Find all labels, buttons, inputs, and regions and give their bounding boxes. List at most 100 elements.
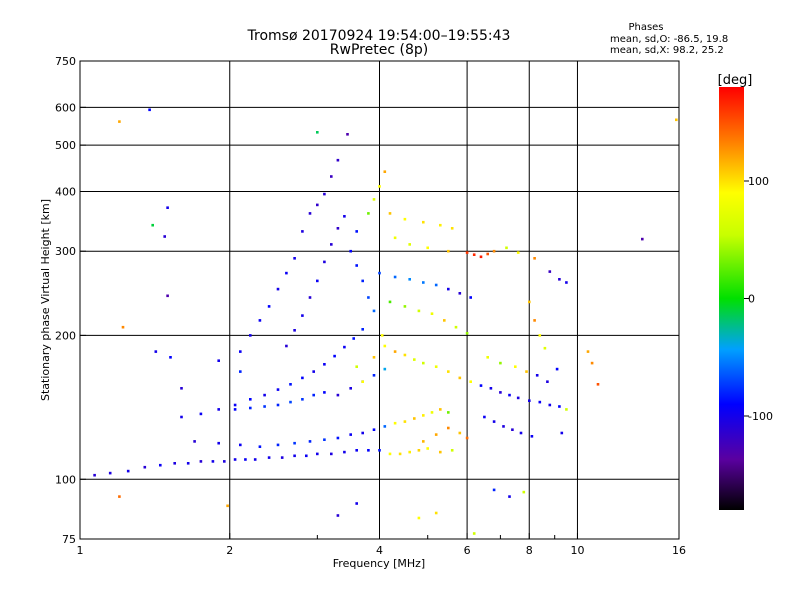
data-point bbox=[398, 452, 402, 456]
data-point bbox=[333, 354, 336, 358]
data-point bbox=[558, 278, 561, 281]
data-point bbox=[472, 532, 476, 535]
data-point bbox=[372, 428, 376, 431]
data-point bbox=[479, 255, 483, 259]
data-point bbox=[675, 118, 678, 122]
data-point bbox=[447, 249, 450, 253]
y-tick-label: 200 bbox=[55, 329, 76, 342]
data-point bbox=[217, 441, 220, 445]
data-point bbox=[378, 271, 381, 275]
data-point bbox=[361, 279, 364, 283]
chart-subtitle: RwPretec (8p) bbox=[330, 42, 428, 58]
data-point bbox=[430, 312, 434, 315]
data-point bbox=[422, 440, 425, 443]
data-point bbox=[383, 425, 387, 428]
data-point bbox=[472, 253, 476, 256]
chart-title: Tromsø 20170924 19:54:00–19:55:43 bbox=[247, 28, 511, 44]
data-point bbox=[233, 403, 237, 407]
data-point bbox=[417, 516, 421, 520]
y-tick-label: 100 bbox=[55, 473, 76, 486]
data-point bbox=[217, 408, 220, 411]
data-point bbox=[367, 212, 370, 215]
data-point bbox=[148, 108, 151, 112]
data-point bbox=[316, 279, 319, 283]
data-point bbox=[486, 252, 489, 256]
data-point bbox=[465, 332, 469, 335]
data-point bbox=[211, 460, 215, 463]
data-point bbox=[301, 398, 304, 401]
data-point bbox=[169, 356, 172, 359]
data-point bbox=[316, 131, 319, 134]
data-point bbox=[301, 230, 304, 233]
data-point bbox=[355, 264, 358, 267]
data-point bbox=[417, 449, 421, 452]
data-point bbox=[408, 450, 411, 454]
data-point bbox=[289, 400, 292, 404]
data-point bbox=[511, 428, 514, 431]
data-point bbox=[323, 438, 326, 441]
data-point bbox=[159, 463, 162, 467]
data-point bbox=[641, 237, 644, 241]
data-point bbox=[323, 391, 326, 394]
data-point bbox=[469, 380, 472, 383]
data-point bbox=[434, 283, 438, 287]
data-point bbox=[492, 488, 496, 492]
data-point bbox=[249, 334, 252, 337]
data-point bbox=[308, 212, 312, 215]
data-point bbox=[422, 220, 425, 224]
data-point bbox=[403, 305, 407, 308]
phase-stats-x: mean, sd,X: 98.2, 25.2 bbox=[610, 45, 724, 56]
data-point bbox=[372, 374, 376, 377]
data-point bbox=[249, 398, 252, 401]
data-point bbox=[280, 456, 284, 459]
data-point bbox=[323, 192, 326, 196]
data-point bbox=[422, 414, 425, 417]
data-point bbox=[349, 249, 352, 253]
data-point bbox=[434, 511, 438, 515]
data-point bbox=[330, 175, 333, 178]
data-point bbox=[516, 396, 520, 400]
data-point bbox=[316, 203, 319, 207]
data-point bbox=[118, 120, 121, 123]
data-point bbox=[533, 319, 536, 322]
data-point bbox=[239, 443, 242, 447]
data-point bbox=[323, 260, 326, 264]
data-point bbox=[519, 431, 523, 435]
data-point bbox=[383, 170, 387, 173]
data-point bbox=[143, 465, 147, 469]
data-point bbox=[316, 452, 319, 456]
data-point bbox=[193, 440, 196, 443]
data-point bbox=[258, 445, 262, 448]
data-point bbox=[505, 246, 508, 250]
data-point bbox=[343, 215, 346, 218]
plot-area: 1 2 4 6 8 10 16 75 100 200 300 400 500 600 750 bbox=[55, 55, 686, 557]
data-point bbox=[548, 403, 552, 407]
data-point bbox=[253, 458, 257, 461]
data-point bbox=[355, 449, 358, 452]
data-point bbox=[355, 230, 358, 233]
data-point bbox=[447, 411, 450, 414]
data-point bbox=[336, 158, 340, 162]
y-tick-label: 75 bbox=[62, 533, 76, 546]
data-point bbox=[217, 359, 220, 362]
data-point bbox=[293, 257, 296, 260]
data-point bbox=[408, 243, 411, 246]
data-point bbox=[469, 296, 472, 299]
data-point bbox=[352, 337, 355, 340]
data-point bbox=[439, 408, 442, 411]
data-point bbox=[336, 227, 340, 230]
data-point bbox=[528, 399, 531, 402]
data-point bbox=[346, 133, 349, 136]
colorbar-gradient bbox=[719, 87, 744, 510]
data-point bbox=[530, 435, 534, 438]
data-point bbox=[492, 249, 496, 253]
data-point bbox=[422, 361, 425, 365]
data-point bbox=[502, 425, 505, 428]
data-point bbox=[413, 358, 416, 361]
data-point bbox=[312, 393, 315, 397]
data-point bbox=[312, 370, 315, 373]
data-point bbox=[590, 361, 594, 365]
data-point bbox=[361, 328, 364, 331]
data-point bbox=[426, 246, 429, 250]
data-point bbox=[458, 376, 462, 380]
